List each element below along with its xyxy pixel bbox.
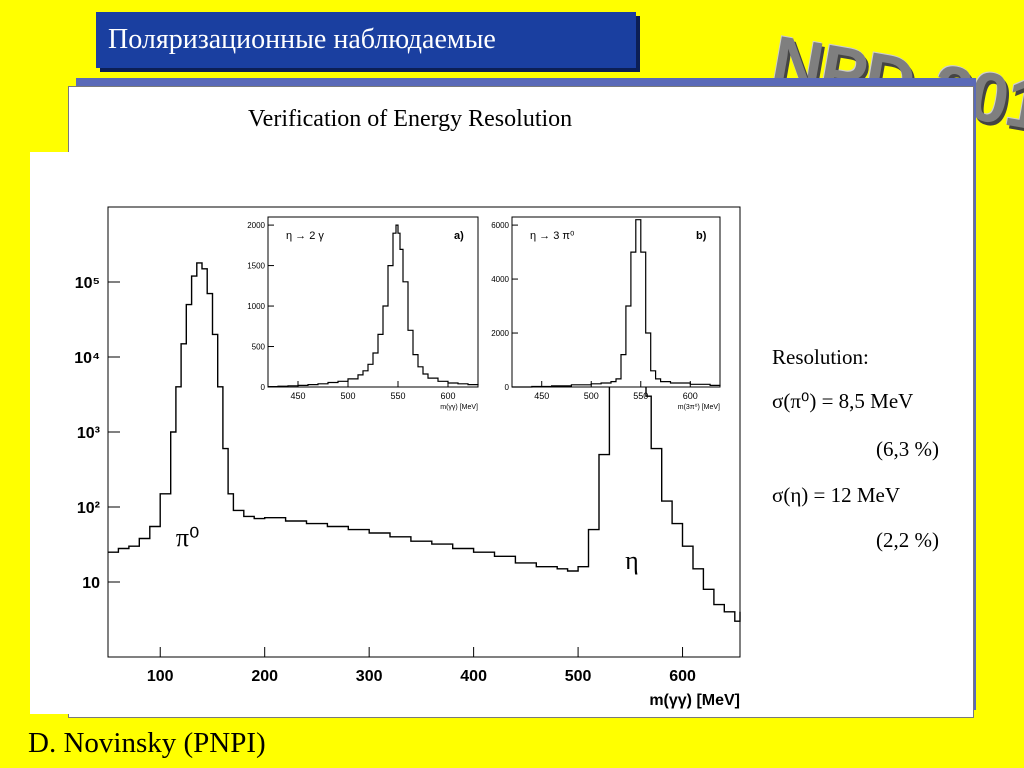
- inset-a-histogram-line: [268, 224, 479, 388]
- inset-b-title: η → 3 π⁰: [530, 230, 575, 242]
- resolution-heading: Resolution:: [772, 345, 869, 369]
- inset-a-y-tick-label: 0: [261, 383, 266, 392]
- resolution-eta-percent: (2,2 %): [876, 528, 939, 552]
- main-x-tick-label: 100: [147, 668, 174, 685]
- resolution-eta: σ(η) = 12 MeV: [772, 483, 901, 507]
- inset-a-y-tick-label: 2000: [247, 221, 265, 230]
- resolution-pi0-percent: (6,3 %): [876, 437, 939, 461]
- inset-a-title: η → 2 γ: [286, 230, 324, 242]
- inset-a-x-axis-label: m(γγ) [MeV]: [440, 404, 478, 411]
- main-annotation: η: [625, 546, 639, 575]
- inset-a-x-tick-label: 450: [290, 391, 305, 401]
- inset-b-y-tick-label: 0: [505, 383, 510, 392]
- inset-b-x-tick-label: 600: [683, 391, 698, 401]
- footer-author: D. Novinsky (PNPI): [28, 727, 266, 759]
- inset-a-label: a): [454, 230, 464, 242]
- main-x-tick-label: 200: [251, 668, 278, 685]
- main-x-tick-label: 600: [669, 668, 696, 685]
- inset-b-frame: [511, 216, 721, 388]
- main-y-tick-label: 10⁵: [75, 275, 100, 292]
- inset-a-y-tick-label: 500: [252, 343, 266, 352]
- histogram-figure: 100 200 300 400 500 600 10 10² 10³ 10⁴ 10⁵ m(γγ) [M…: [74, 206, 741, 709]
- chart-area: 100 200 300 400 500 600 10 10² 10³ 10⁴ 10⁵ m(γγ) [M…: [30, 152, 820, 714]
- inset-a-y-tick-label: 1500: [247, 262, 265, 271]
- main-x-tick-label: 400: [460, 668, 487, 685]
- main-x-axis-label: m(γγ) [MeV]: [649, 692, 740, 709]
- main-y-tick-label: 10⁴: [74, 350, 100, 367]
- inset-a-x-tick-label: 600: [440, 391, 455, 401]
- main-x-tick-label: 500: [565, 668, 592, 685]
- main-y-tick-label: 10²: [77, 500, 100, 517]
- inset-b-x-tick-label: 450: [534, 391, 549, 401]
- main-x-tick-label: 300: [356, 668, 383, 685]
- panel-title: Verification of Energy Resolution: [248, 106, 573, 132]
- inset-a-y-tick-label: 1000: [247, 302, 265, 311]
- main-y-tick-label: 10: [82, 575, 100, 592]
- main-annotation: π⁰: [176, 523, 200, 552]
- resolution-pi0: σ(π⁰) = 8,5 MeV: [772, 389, 914, 413]
- inset-b-y-tick-label: 2000: [491, 329, 509, 338]
- inset-b-histogram-line: [512, 219, 721, 388]
- slide-title: Поляризационные наблюдаемые: [96, 12, 636, 68]
- inset-b-x-axis-label: m(3π⁰) [MeV]: [678, 403, 720, 411]
- inset-b-y-tick-label: 4000: [491, 275, 509, 284]
- inset-a-x-tick-label: 550: [390, 391, 405, 401]
- main-y-tick-label: 10³: [77, 425, 100, 442]
- inset-a-x-tick-label: 500: [340, 391, 355, 401]
- main-histogram-line: [108, 262, 741, 622]
- inset-b-label: b): [696, 230, 707, 242]
- inset-b-x-tick-label: 500: [584, 391, 599, 401]
- inset-b-y-tick-label: 6000: [491, 221, 509, 230]
- inset-b-x-tick-label: 550: [633, 391, 648, 401]
